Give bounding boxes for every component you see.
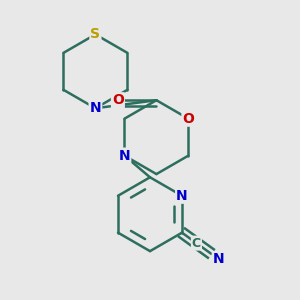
Text: N: N [118, 148, 130, 163]
Text: O: O [112, 93, 124, 107]
Text: S: S [90, 27, 100, 41]
Text: O: O [182, 112, 194, 126]
Text: N: N [90, 101, 101, 115]
Text: N: N [176, 189, 188, 203]
Text: N: N [213, 252, 224, 266]
Text: C: C [192, 237, 201, 250]
